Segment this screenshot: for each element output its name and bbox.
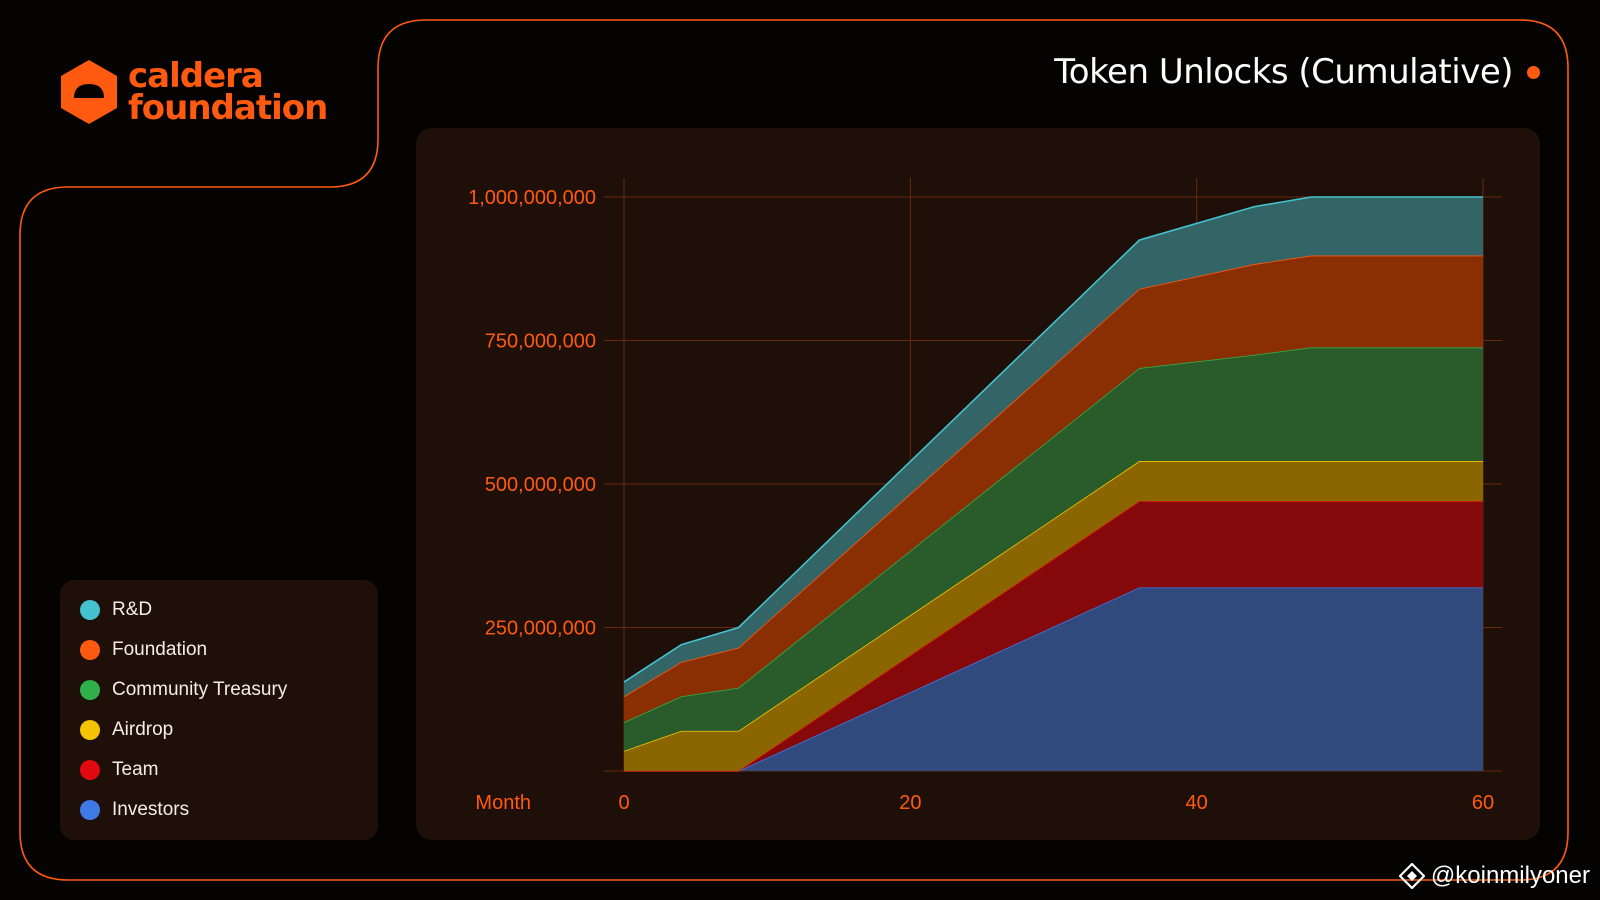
legend-swatch-icon xyxy=(80,800,100,820)
legend-label: Community Treasury xyxy=(112,679,288,700)
caldera-logo-icon xyxy=(61,60,117,124)
area-airdrop xyxy=(624,461,1483,771)
area-team xyxy=(624,501,1483,771)
x-tick-label: 20 xyxy=(899,792,921,814)
brand-line-1: caldera xyxy=(128,56,264,96)
legend-swatch-icon xyxy=(80,680,100,700)
legend-label: Team xyxy=(112,759,159,780)
legend-list: R&D Foundation Community Treasury Airdrop Te… xyxy=(60,580,378,830)
y-tick-label: 1,000,000,000 xyxy=(468,187,596,209)
chart-header: Token Unlocks (Cumulative) xyxy=(1054,52,1540,92)
brand-line-2: foundation xyxy=(128,88,328,128)
legend-panel: R&D Foundation Community Treasury Airdrop Te… xyxy=(60,580,378,840)
legend-item: Investors xyxy=(60,790,378,830)
x-tick-label: 40 xyxy=(1186,792,1208,814)
chart-title: Token Unlocks (Cumulative) xyxy=(1054,52,1513,92)
legend-label: Airdrop xyxy=(112,719,174,740)
legend-label: Investors xyxy=(112,799,190,820)
x-tick-label: 0 xyxy=(618,792,629,814)
legend-swatch-icon xyxy=(80,640,100,660)
legend-item: Team xyxy=(60,750,378,790)
area-community-treasury xyxy=(624,347,1483,751)
y-tick-label: 750,000,000 xyxy=(485,331,596,353)
area-foundation xyxy=(624,255,1483,723)
area-r-d xyxy=(624,197,1483,697)
legend-item: Foundation xyxy=(60,630,378,670)
binance-square-icon xyxy=(1398,863,1425,889)
x-axis-label: Month xyxy=(475,792,531,814)
title-dot-icon xyxy=(1527,65,1540,79)
legend-label: Foundation xyxy=(112,639,208,660)
y-tick-label: 500,000,000 xyxy=(485,474,596,496)
watermark: @koinmilyoner xyxy=(1398,862,1590,890)
line-r-d xyxy=(623,196,1483,683)
y-tick-label: 250,000,000 xyxy=(485,618,596,640)
legend-item: Airdrop xyxy=(60,710,378,750)
legend-swatch-icon xyxy=(80,600,100,620)
legend-item: Community Treasury xyxy=(60,670,378,710)
legend-label: R&D xyxy=(112,599,153,620)
brand-logo: caldera foundation xyxy=(58,56,328,128)
x-tick-label: 60 xyxy=(1472,792,1494,814)
legend-item: R&D xyxy=(60,590,378,630)
legend-swatch-icon xyxy=(80,720,100,740)
watermark-text: @koinmilyoner xyxy=(1430,862,1590,889)
brand-wordmark: caldera foundation xyxy=(128,56,328,128)
legend-swatch-icon xyxy=(80,760,100,780)
